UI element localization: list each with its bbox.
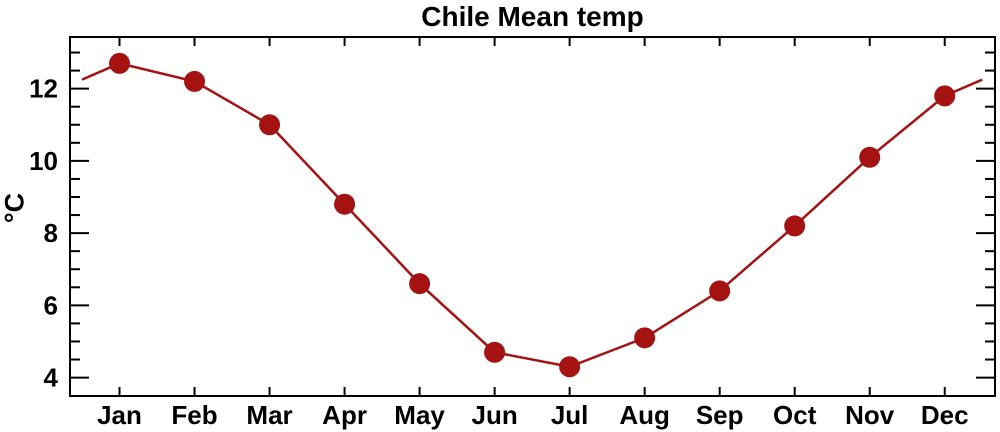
y-tick-label: 4 xyxy=(44,363,59,393)
x-tick-label: Oct xyxy=(773,400,817,430)
data-point-jan xyxy=(109,52,131,74)
x-tick-label: Nov xyxy=(845,400,895,430)
y-tick-label: 10 xyxy=(29,146,58,176)
y-tick-label: 8 xyxy=(44,218,58,248)
data-point-aug xyxy=(634,327,656,349)
x-tick-label: Aug xyxy=(619,400,670,430)
x-tick-label: Dec xyxy=(921,400,969,430)
data-point-feb xyxy=(184,70,206,92)
chart-title: Chile Mean temp xyxy=(421,1,644,32)
x-tick-label: May xyxy=(394,400,445,430)
plot-frame xyxy=(69,36,996,397)
data-point-oct xyxy=(784,215,806,237)
y-tick-label: 12 xyxy=(29,74,58,104)
x-tick-label: Apr xyxy=(322,400,367,430)
y-tick-label: 6 xyxy=(44,290,58,320)
x-tick-label: Mar xyxy=(246,400,292,430)
x-tick-label: Sep xyxy=(696,400,744,430)
x-tick-label: Jan xyxy=(97,400,142,430)
data-point-jun xyxy=(484,341,506,363)
data-point-jul xyxy=(559,356,581,378)
data-point-mar xyxy=(259,114,281,136)
data-point-apr xyxy=(334,193,356,215)
x-tick-label: Feb xyxy=(171,400,217,430)
x-tick-label: Jul xyxy=(551,400,589,430)
data-point-may xyxy=(409,273,431,295)
data-point-nov xyxy=(859,146,881,168)
data-point-sep xyxy=(709,280,731,302)
x-tick-label: Jun xyxy=(471,400,517,430)
data-point-dec xyxy=(934,85,956,107)
temperature-line xyxy=(81,62,983,369)
